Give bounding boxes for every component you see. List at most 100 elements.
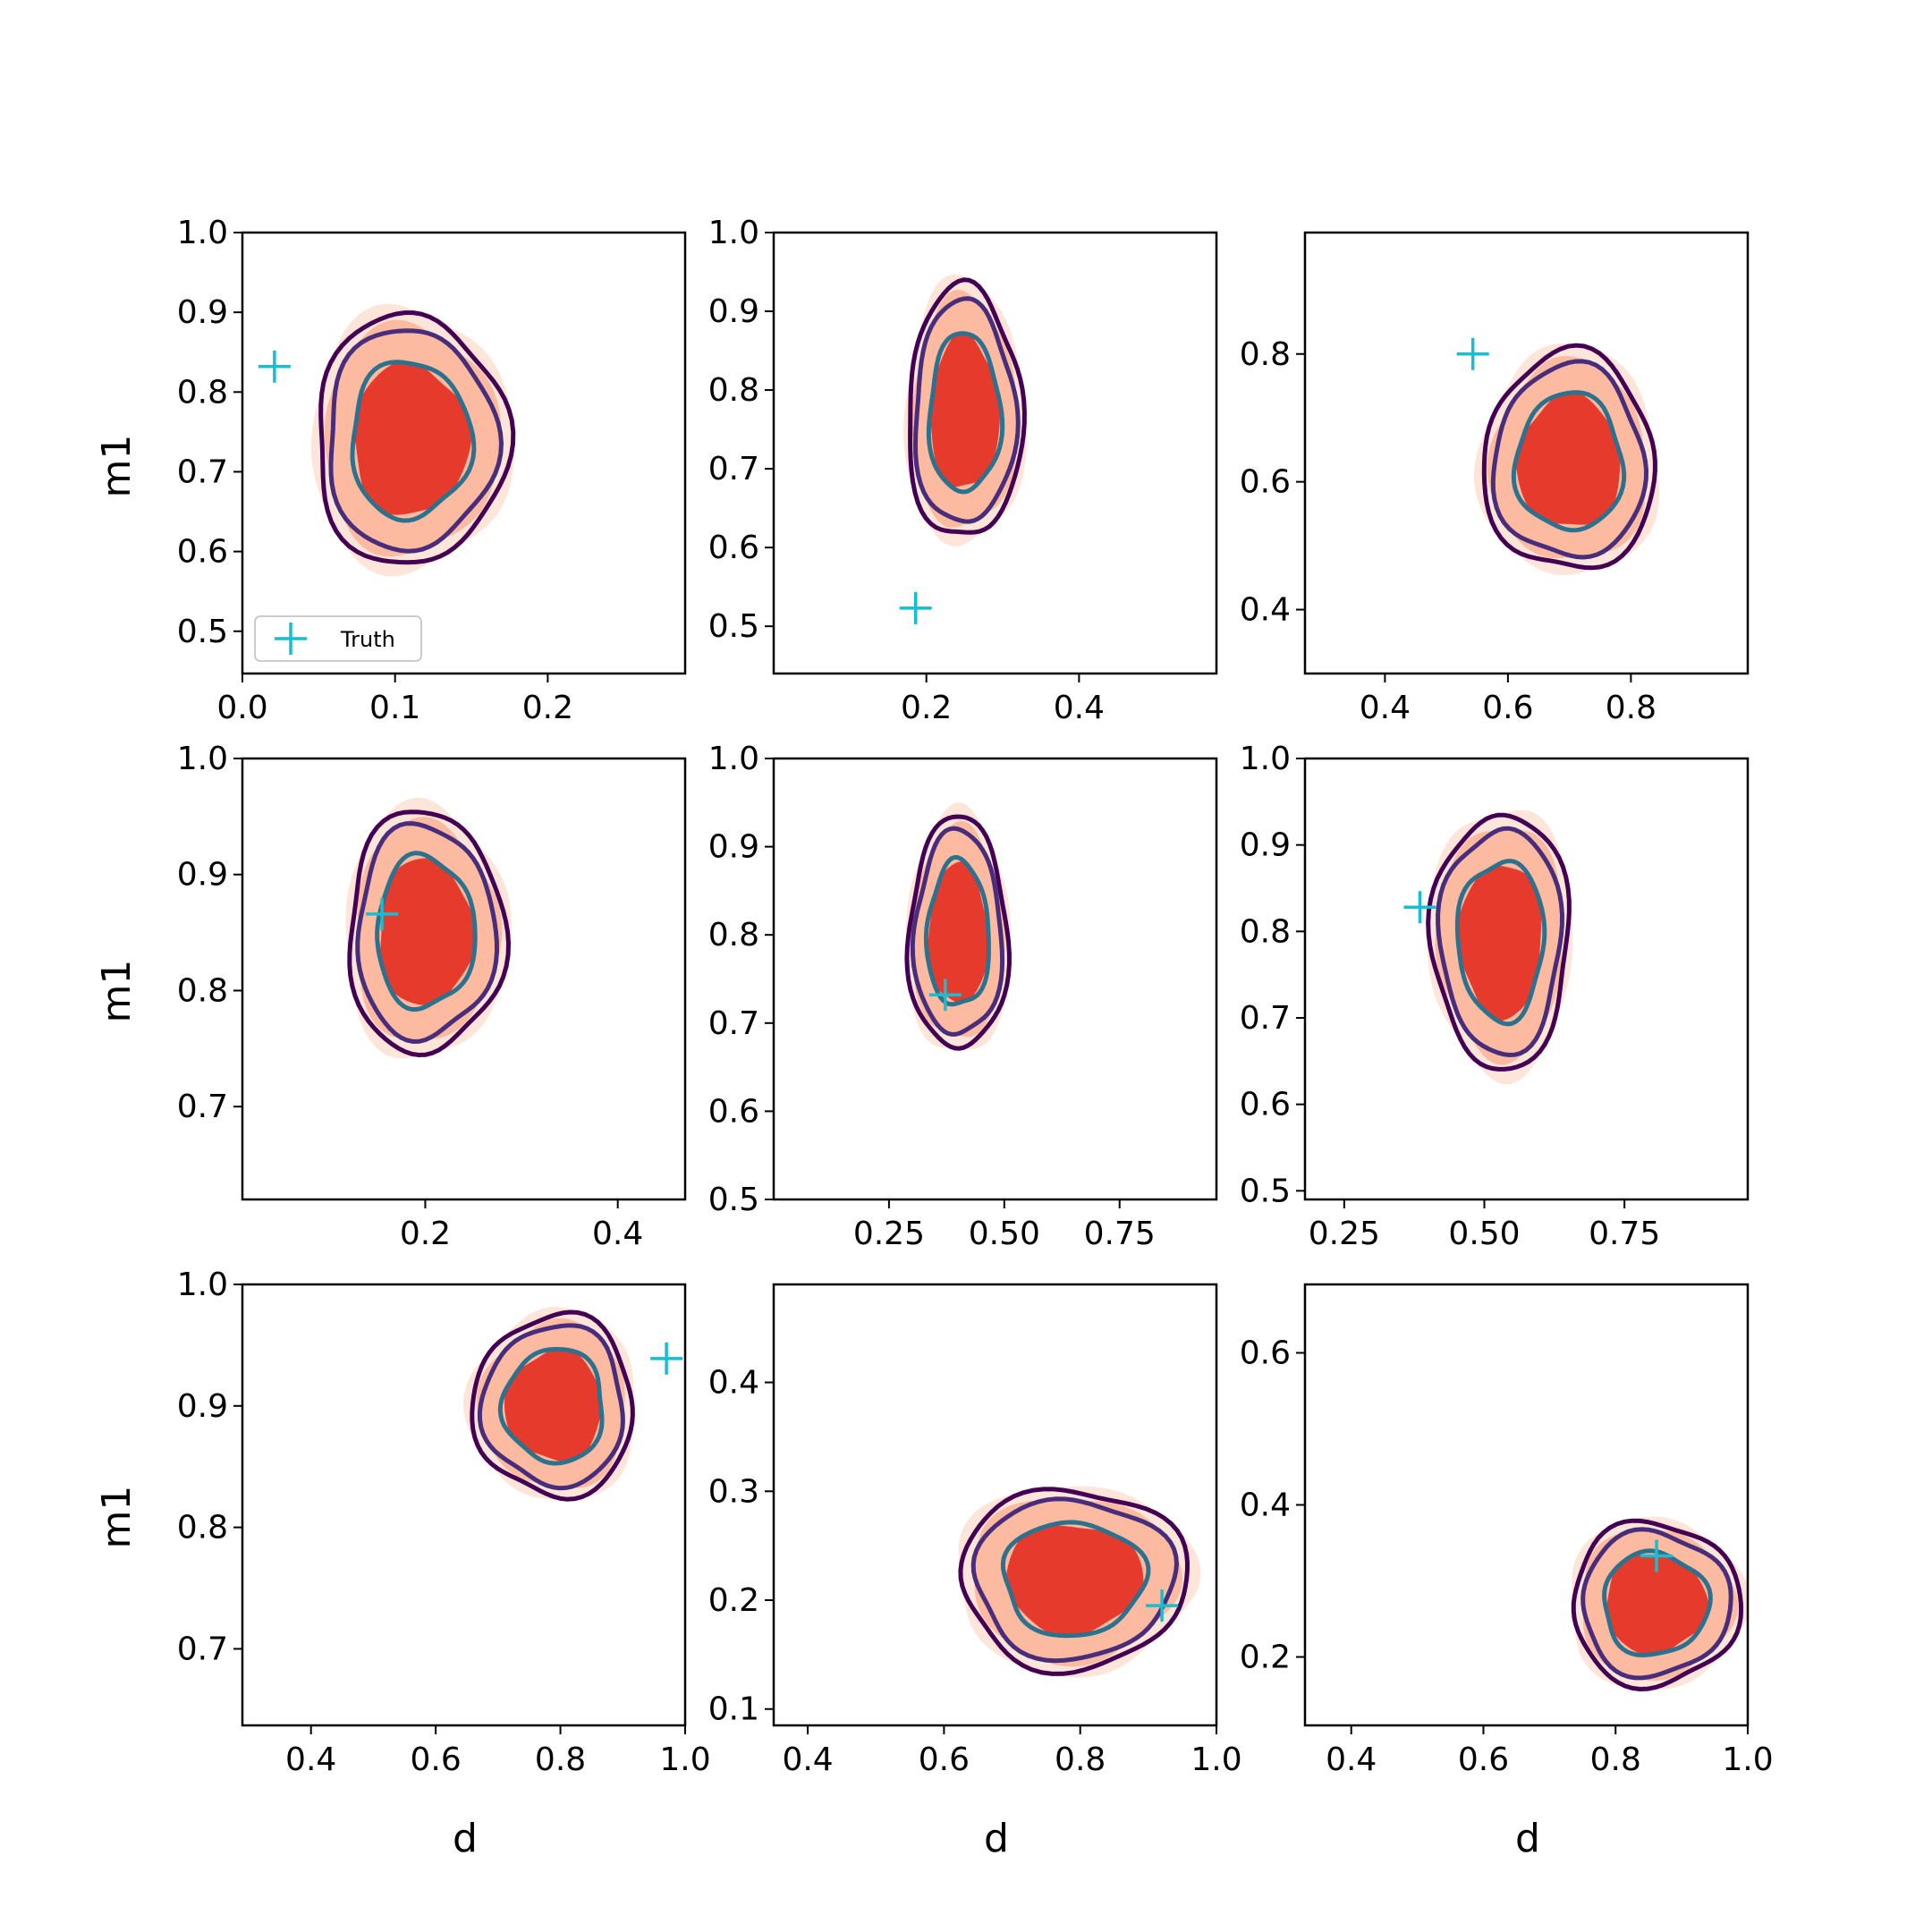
x-tick-label: 1.0 — [659, 1741, 710, 1778]
fill-level-inner — [928, 861, 990, 1004]
contour-outer — [904, 814, 1012, 1051]
y-tick-label: 0.4 — [1240, 592, 1291, 629]
x-tick-label: 0.4 — [782, 1741, 833, 1778]
x-tick-label: 0.4 — [592, 1216, 643, 1252]
plot-area — [345, 797, 512, 1059]
truth-marker — [1146, 1589, 1179, 1623]
y-tick-label: 1.0 — [708, 741, 759, 777]
plot-area — [899, 274, 1027, 624]
x-tick-label: 0.8 — [1590, 1741, 1641, 1778]
legend-truth-marker — [275, 623, 307, 655]
contour-outer — [958, 1487, 1191, 1676]
y-tick-label: 0.6 — [708, 1093, 759, 1130]
fill-level-inner — [1516, 391, 1621, 525]
y-tick-label: 1.0 — [177, 1267, 228, 1303]
contour-middle — [355, 821, 500, 1045]
x-tick-label: 1.0 — [1722, 1741, 1773, 1778]
ylabel-row-1: m1 — [94, 960, 140, 1023]
y-tick-label: 0.8 — [177, 1510, 228, 1546]
y-tick-label: 0.8 — [177, 374, 228, 411]
contour-inner — [497, 1347, 605, 1466]
x-tick-label: 0.6 — [919, 1741, 970, 1778]
panel-r1c0: 0.2 0.4 0.7 0.8 0.9 1.0 — [177, 741, 687, 1252]
contour-middle — [910, 826, 1005, 1037]
legend-box — [254, 615, 422, 662]
y-tick-label: 0.5 — [708, 608, 759, 645]
fill-level-inner — [1456, 866, 1542, 1021]
fill-level-inner — [380, 858, 477, 1005]
y-tick-label: 0.9 — [177, 857, 228, 894]
axes-frame — [1303, 757, 1750, 1201]
y-tick-label: 0.8 — [177, 972, 228, 1009]
fill-level-inner — [1606, 1555, 1709, 1656]
x-tick-label: 0.50 — [1448, 1216, 1520, 1252]
contour-inner — [1454, 859, 1547, 1027]
y-tick-label: 0.8 — [1240, 913, 1291, 950]
panel-r2c0: 0.4 0.6 0.8 1.0 0.7 0.8 0.9 1.0 — [177, 1267, 711, 1778]
plot-area — [1403, 809, 1573, 1085]
y-tick-label: 0.9 — [708, 293, 759, 330]
y-tick-label: 0.8 — [708, 372, 759, 409]
contour-outer — [347, 809, 512, 1058]
truth-marker — [928, 979, 962, 1012]
y-tick-label: 0.7 — [708, 1005, 759, 1042]
contour-middle — [912, 296, 1021, 524]
y-tick-label: 1.0 — [708, 215, 759, 251]
plot-area — [258, 303, 516, 577]
plot-area — [904, 802, 1012, 1051]
y-tick-label: 0.7 — [177, 453, 228, 490]
panel-r1c1: 0.25 0.50 0.75 0.5 0.6 0.7 0.8 0.9 1.0 — [708, 741, 1218, 1252]
x-tick-label: 0.6 — [1458, 1741, 1509, 1778]
x-tick-label: 0.4 — [1326, 1741, 1377, 1778]
contour-inner — [375, 851, 478, 1012]
contour-outer — [908, 277, 1027, 535]
x-tick-label: 0.4 — [285, 1741, 336, 1778]
x-tick-label: 0.6 — [1482, 690, 1533, 726]
axes-frame — [772, 757, 1218, 1201]
x-tick-label: 0.4 — [1360, 690, 1411, 726]
x-tick-label: 0.4 — [1054, 690, 1105, 726]
contour-inner — [926, 331, 1005, 495]
legend: Truth — [254, 615, 422, 662]
contour-middle — [970, 1496, 1180, 1664]
x-tick-label: 0.25 — [853, 1216, 925, 1252]
y-tick-label: 0.6 — [1240, 1335, 1291, 1372]
fill-level-inner — [930, 331, 1001, 487]
axes-frame — [1303, 231, 1750, 675]
panel-r2c2: 0.4 0.6 0.8 1.0 0.2 0.4 0.6 — [1240, 1283, 1774, 1778]
y-tick-label: 0.6 — [1240, 1087, 1291, 1123]
contour-outer — [1571, 1518, 1744, 1692]
y-tick-label: 0.4 — [1240, 1487, 1291, 1524]
contour-inner — [1000, 1520, 1151, 1639]
panel-r1c2: 0.25 0.50 0.75 0.5 0.6 0.7 0.8 0.9 1.0 — [1240, 741, 1750, 1252]
y-tick-label: 0.9 — [1240, 827, 1291, 864]
y-tick-label: 1.0 — [1240, 741, 1291, 777]
xlabel-col-2: d — [1515, 1816, 1540, 1861]
contour-outer — [1481, 343, 1657, 571]
axes-frame — [241, 231, 687, 675]
y-tick-label: 1.0 — [177, 215, 228, 251]
panel-r0c1: 0.2 0.4 0.5 0.6 0.7 0.8 0.9 1.0 — [708, 215, 1218, 726]
axes-frame — [772, 231, 1218, 675]
contour-middle — [1580, 1527, 1733, 1681]
contour-middle — [1490, 359, 1649, 560]
contour-inner — [1511, 390, 1627, 533]
y-tick-label: 0.6 — [177, 534, 228, 571]
xlabel-col-0: d — [453, 1816, 478, 1861]
x-tick-label: 0.25 — [1309, 1216, 1380, 1252]
contour-inner — [1602, 1548, 1713, 1658]
x-tick-label: 0.6 — [410, 1741, 461, 1778]
y-tick-label: 0.8 — [1240, 336, 1291, 373]
plot-area — [1571, 1516, 1748, 1692]
y-tick-label: 0.4 — [708, 1365, 759, 1402]
y-tick-label: 0.2 — [1240, 1640, 1291, 1676]
x-tick-label: 1.0 — [1191, 1741, 1241, 1778]
xlabel-col-1: d — [984, 1816, 1009, 1861]
ylabel-row-2: m1 — [94, 1486, 140, 1549]
y-tick-label: 0.5 — [708, 1182, 759, 1218]
y-tick-label: 1.0 — [177, 741, 228, 777]
y-tick-label: 0.2 — [708, 1582, 759, 1619]
contour-outer — [470, 1309, 635, 1502]
y-tick-label: 0.9 — [177, 294, 228, 331]
